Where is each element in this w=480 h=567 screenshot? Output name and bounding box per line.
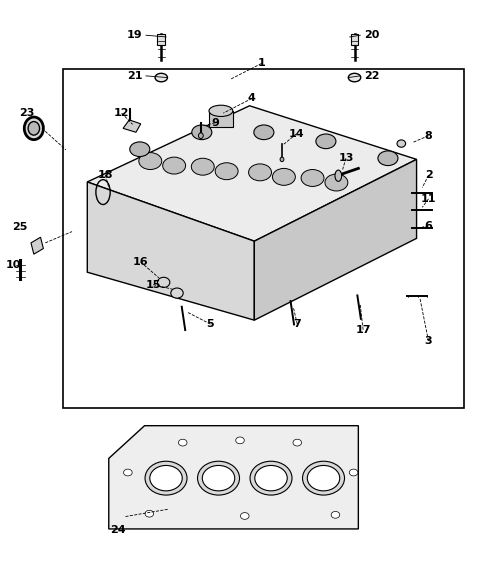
Ellipse shape bbox=[192, 125, 212, 139]
Ellipse shape bbox=[325, 174, 348, 191]
Bar bbox=[63, 69, 464, 408]
Text: 3: 3 bbox=[425, 336, 432, 346]
Text: 13: 13 bbox=[338, 153, 354, 163]
Ellipse shape bbox=[145, 510, 154, 517]
Ellipse shape bbox=[123, 469, 132, 476]
Ellipse shape bbox=[249, 164, 272, 181]
Ellipse shape bbox=[349, 469, 358, 476]
Ellipse shape bbox=[250, 461, 292, 495]
Ellipse shape bbox=[254, 125, 274, 139]
Polygon shape bbox=[31, 237, 43, 254]
Ellipse shape bbox=[145, 461, 187, 495]
Ellipse shape bbox=[331, 511, 340, 518]
Ellipse shape bbox=[280, 157, 284, 162]
Text: 25: 25 bbox=[12, 222, 27, 232]
Text: 20: 20 bbox=[364, 30, 380, 40]
Text: 9: 9 bbox=[211, 118, 219, 128]
Text: 8: 8 bbox=[425, 130, 432, 141]
Ellipse shape bbox=[316, 134, 336, 149]
Ellipse shape bbox=[155, 73, 168, 82]
Ellipse shape bbox=[240, 513, 249, 519]
Text: 10: 10 bbox=[6, 260, 22, 270]
Ellipse shape bbox=[236, 437, 244, 444]
Text: 1: 1 bbox=[258, 58, 265, 69]
Ellipse shape bbox=[24, 117, 43, 139]
Ellipse shape bbox=[199, 133, 203, 138]
Bar bbox=[351, 33, 359, 45]
Text: 14: 14 bbox=[288, 129, 304, 139]
Ellipse shape bbox=[348, 73, 361, 82]
Ellipse shape bbox=[139, 153, 162, 170]
Text: 5: 5 bbox=[206, 319, 214, 329]
Bar bbox=[157, 33, 165, 45]
Polygon shape bbox=[87, 106, 417, 241]
Ellipse shape bbox=[302, 461, 345, 495]
Text: 24: 24 bbox=[110, 525, 126, 535]
Polygon shape bbox=[109, 426, 359, 529]
Ellipse shape bbox=[163, 157, 186, 174]
Ellipse shape bbox=[378, 151, 398, 166]
Ellipse shape bbox=[28, 121, 39, 135]
Ellipse shape bbox=[171, 288, 183, 298]
Text: 12: 12 bbox=[114, 108, 130, 118]
Polygon shape bbox=[254, 159, 417, 320]
Ellipse shape bbox=[192, 158, 214, 175]
Ellipse shape bbox=[150, 466, 182, 491]
Bar bbox=[209, 111, 233, 126]
Ellipse shape bbox=[301, 170, 324, 187]
Ellipse shape bbox=[215, 163, 238, 180]
Text: 23: 23 bbox=[20, 108, 35, 118]
Text: 19: 19 bbox=[127, 30, 142, 40]
Ellipse shape bbox=[202, 466, 235, 491]
Ellipse shape bbox=[255, 466, 287, 491]
Ellipse shape bbox=[293, 439, 301, 446]
Ellipse shape bbox=[209, 105, 233, 116]
Ellipse shape bbox=[179, 439, 187, 446]
Ellipse shape bbox=[198, 461, 240, 495]
Text: 16: 16 bbox=[133, 257, 148, 267]
Text: 7: 7 bbox=[293, 319, 301, 329]
Text: 18: 18 bbox=[97, 170, 113, 180]
Text: 2: 2 bbox=[425, 170, 432, 180]
Polygon shape bbox=[87, 182, 254, 320]
Ellipse shape bbox=[130, 142, 150, 156]
Text: 21: 21 bbox=[127, 71, 142, 81]
Text: 11: 11 bbox=[421, 194, 436, 204]
Text: 17: 17 bbox=[355, 325, 371, 335]
Ellipse shape bbox=[273, 168, 295, 185]
Text: 6: 6 bbox=[425, 221, 432, 231]
Ellipse shape bbox=[397, 140, 406, 147]
Ellipse shape bbox=[335, 170, 342, 181]
Ellipse shape bbox=[307, 466, 340, 491]
Text: 15: 15 bbox=[145, 280, 161, 290]
Text: 4: 4 bbox=[248, 94, 256, 103]
Polygon shape bbox=[123, 120, 141, 132]
Text: 22: 22 bbox=[364, 71, 380, 81]
